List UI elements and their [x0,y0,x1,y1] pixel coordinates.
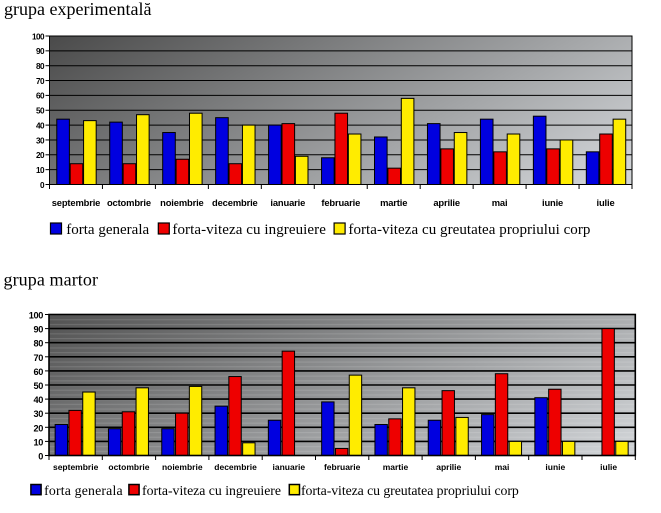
svg-text:0: 0 [38,452,43,462]
svg-text:octombrie: octombrie [108,462,149,472]
svg-text:septembrie: septembrie [53,462,99,472]
svg-text:martie: martie [383,462,409,472]
svg-text:februarie: februarie [324,462,361,472]
svg-text:60: 60 [33,367,43,377]
svg-text:100: 100 [29,311,44,321]
svg-text:forta-viteza cu greutatea prop: forta-viteza cu greutatea propriului cor… [301,483,519,498]
svg-text:forta-viteza cu greutatea prop: forta-viteza cu greutatea propriului cor… [348,222,590,238]
svg-text:forta generala: forta generala [44,483,123,498]
svg-text:decembrie: decembrie [214,462,257,472]
svg-text:90: 90 [36,47,45,56]
svg-text:grupa martor: grupa martor [4,270,99,290]
svg-text:februarie: februarie [321,197,360,208]
svg-text:30: 30 [33,409,43,419]
svg-text:50: 50 [33,381,43,391]
svg-text:septembrie: septembrie [52,197,101,208]
svg-text:forta generala: forta generala [66,222,149,238]
svg-text:50: 50 [36,107,45,116]
svg-text:forta-viteza cu ingreuiere: forta-viteza cu ingreuiere [172,222,326,238]
svg-text:noiembrie: noiembrie [162,462,203,472]
svg-text:10: 10 [36,166,45,175]
svg-text:octombrie: octombrie [107,197,151,208]
svg-text:90: 90 [33,325,43,335]
svg-text:iunie: iunie [545,462,565,472]
svg-text:100: 100 [32,32,45,41]
svg-text:30: 30 [36,136,45,145]
svg-text:80: 80 [33,339,43,349]
svg-text:mai: mai [495,462,510,472]
svg-text:70: 70 [36,77,45,86]
svg-text:10: 10 [33,437,43,447]
svg-text:70: 70 [33,353,43,363]
svg-text:decembrie: decembrie [212,197,258,208]
svg-text:forta-viteza cu ingreuiere: forta-viteza cu ingreuiere [142,483,281,498]
svg-text:20: 20 [33,423,43,433]
svg-text:60: 60 [36,92,45,101]
svg-text:0: 0 [40,181,45,190]
svg-text:20: 20 [36,151,45,160]
svg-text:40: 40 [33,395,43,405]
svg-text:iunie: iunie [542,197,563,208]
svg-text:80: 80 [36,62,45,71]
svg-text:iulie: iulie [597,197,615,208]
svg-text:ianuarie: ianuarie [273,462,306,472]
svg-text:martie: martie [380,197,407,208]
svg-text:40: 40 [36,121,45,130]
svg-text:noiembrie: noiembrie [160,197,203,208]
svg-text:grupa experimentală: grupa experimentală [4,0,152,19]
svg-text:aprilie: aprilie [436,462,461,472]
svg-text:iulie: iulie [600,462,617,472]
svg-text:ianuarie: ianuarie [270,197,305,208]
svg-text:mai: mai [492,197,508,208]
svg-text:aprilie: aprilie [433,197,460,208]
